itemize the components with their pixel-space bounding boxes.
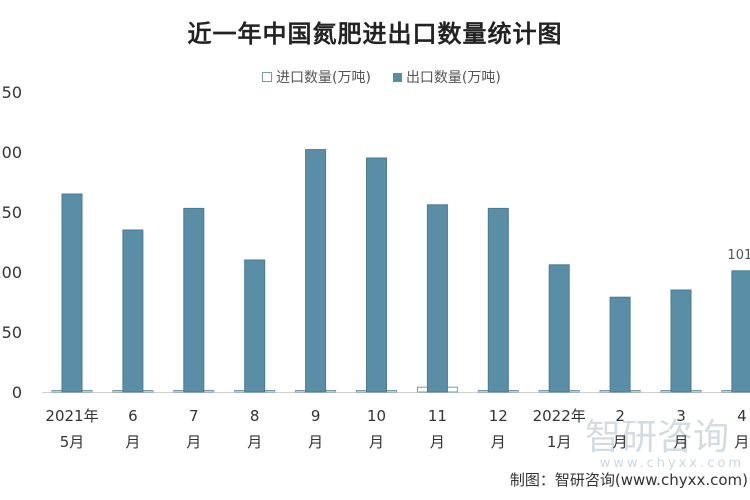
x-tick-label: 月 xyxy=(369,433,384,451)
x-tick-label: 月 xyxy=(247,433,262,451)
x-tick-label: 1月 xyxy=(547,433,572,451)
x-tick-label: 月 xyxy=(308,433,323,451)
export-bar xyxy=(61,193,83,393)
data-label: 101. xyxy=(727,248,750,263)
x-tick-label: 3 xyxy=(676,407,686,425)
chart-title: 近一年中国氮肥进出口数量统计图 xyxy=(187,19,563,48)
x-tick-label: 月 xyxy=(491,433,506,451)
x-tick-label: 5月 xyxy=(60,433,85,451)
legend-item-export: 出口数量(万吨) xyxy=(392,67,501,87)
y-tick-label: 200 xyxy=(0,143,22,162)
legend-item-import: 进口数量(万吨) xyxy=(262,67,371,87)
credit-text: 制图：智研咨询(www.chyxx.com) xyxy=(509,471,748,489)
x-tick-label: 12 xyxy=(489,407,508,425)
y-tick-label: 0 xyxy=(12,383,22,402)
x-tick-label: 6 xyxy=(128,407,138,425)
legend-label-export: 出口数量(万吨) xyxy=(405,70,501,86)
export-bar xyxy=(609,296,631,393)
export-bar xyxy=(487,207,509,393)
watermark-url: www.chyxx.com xyxy=(599,456,744,471)
legend: 进口数量(万吨) 出口数量(万吨) xyxy=(262,67,501,87)
y-tick-label: 150 xyxy=(0,203,22,222)
x-tick-label: 8 xyxy=(250,407,260,425)
export-bar xyxy=(305,149,327,393)
x-tick-label: 月 xyxy=(430,433,445,451)
legend-label-import: 进口数量(万吨) xyxy=(276,70,371,86)
y-tick-label: 50 xyxy=(2,323,22,342)
x-tick-label: 月 xyxy=(734,433,749,451)
y-tick-label: 250 xyxy=(0,83,22,102)
export-bar xyxy=(244,259,266,393)
export-bar xyxy=(670,289,692,393)
x-tick-label: 2022年 xyxy=(533,407,586,425)
export-bar xyxy=(366,157,387,393)
export-bar xyxy=(548,264,570,393)
legend-swatch-import xyxy=(262,72,272,82)
x-tick-label: 10 xyxy=(367,407,386,425)
watermark-logo: 智研咨询 xyxy=(585,417,730,458)
legend-swatch-export xyxy=(392,72,402,82)
export-bar xyxy=(731,270,750,393)
x-tick-label: 月 xyxy=(186,433,201,451)
x-tick-label: 9 xyxy=(311,407,321,425)
export-bar xyxy=(426,204,448,393)
x-tick-label: 11 xyxy=(428,407,447,425)
export-bar xyxy=(122,229,144,393)
export-bar xyxy=(183,207,205,393)
x-tick-label: 4 xyxy=(737,407,747,425)
x-tick-label: 月 xyxy=(673,433,688,451)
x-tick-label: 2021年 xyxy=(45,407,98,425)
x-tick-label: 2 xyxy=(615,407,625,425)
x-tick-label: 月 xyxy=(125,433,140,451)
y-tick-label: 100 xyxy=(0,263,22,282)
x-tick-label: 月 xyxy=(613,433,628,451)
x-tick-label: 7 xyxy=(189,407,199,425)
